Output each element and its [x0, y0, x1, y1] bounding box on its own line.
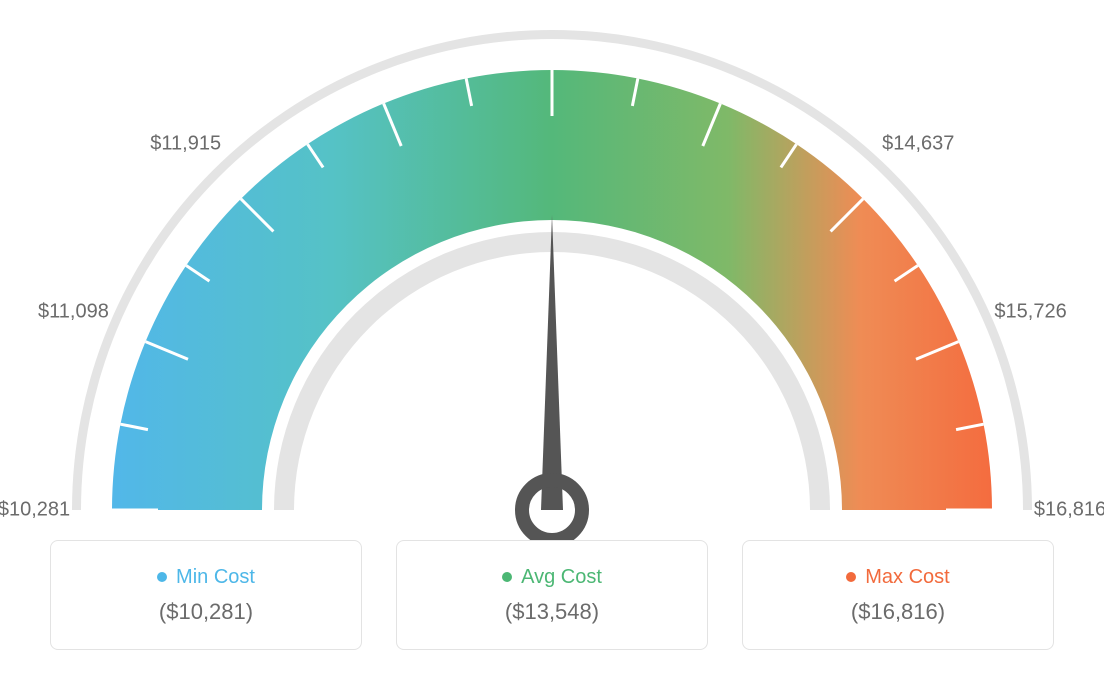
legend-title-min: Min Cost: [176, 566, 255, 589]
legend-value-min: ($10,281): [159, 599, 253, 625]
legend-dot-avg: [502, 572, 512, 582]
gauge-tick-label: $11,915: [150, 132, 221, 155]
legend-row: Min Cost ($10,281) Avg Cost ($13,548) Ma…: [0, 540, 1104, 650]
gauge-tick-label: $15,726: [994, 300, 1066, 323]
gauge-tick-label: $16,816: [1034, 499, 1104, 522]
gauge-chart: $10,281 $11,098 $11,915 $13,548 $14,637 $15,7…: [0, 0, 1104, 540]
gauge-tick-label: $11,098: [38, 300, 109, 323]
legend-card-min: Min Cost ($10,281): [50, 540, 362, 650]
legend-value-max: ($16,816): [851, 599, 945, 625]
legend-title-avg: Avg Cost: [521, 566, 602, 589]
gauge-tick-label: $13,548: [516, 0, 588, 4]
legend-dot-min: [157, 572, 167, 582]
legend-title-max: Max Cost: [865, 566, 949, 589]
gauge-needle: [541, 215, 563, 510]
gauge-tick-label: $10,281: [0, 499, 70, 522]
legend-value-avg: ($13,548): [505, 599, 599, 625]
legend-card-max: Max Cost ($16,816): [742, 540, 1054, 650]
gauge-tick-label: $14,637: [882, 132, 954, 155]
legend-card-avg: Avg Cost ($13,548): [396, 540, 708, 650]
gauge-svg: [0, 0, 1104, 540]
legend-dot-max: [846, 572, 856, 582]
